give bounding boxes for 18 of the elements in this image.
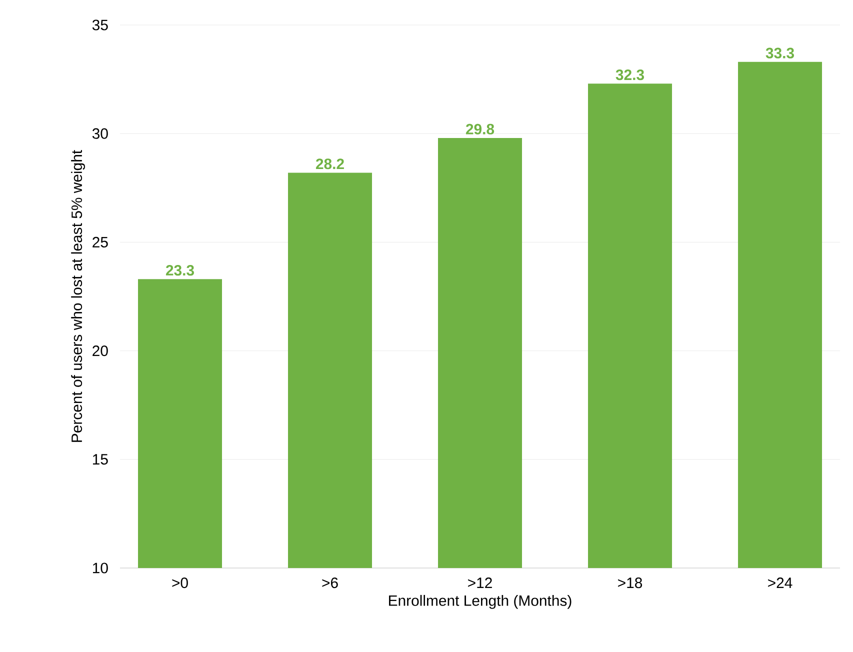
x-axis-title: Enrollment Length (Months) (389, 594, 572, 609)
data-label: 28.2 (316, 158, 344, 170)
y-tick-label: 10 (93, 562, 108, 574)
y-tick-label: 35 (92, 20, 108, 30)
x-tick-label: >24 (768, 578, 792, 588)
y-tick-label: 30 (92, 128, 108, 139)
x-tick-label: >0 (172, 578, 188, 588)
y-tick-label: 15 (93, 454, 108, 465)
y-tick-label: 20 (92, 346, 108, 356)
data-label: 32.3 (616, 70, 644, 80)
data-label: 23.3 (166, 264, 194, 276)
x-tick-label: >12 (468, 578, 492, 588)
x-tick-label: >18 (618, 578, 642, 588)
data-label: 33.3 (766, 48, 794, 58)
y-axis-title: Percent of users who lost at least 5% weight (71, 150, 86, 442)
y-tick-label: 25 (92, 236, 108, 248)
x-tick-label: >6 (322, 578, 338, 588)
data-label: 29.8 (466, 124, 494, 134)
